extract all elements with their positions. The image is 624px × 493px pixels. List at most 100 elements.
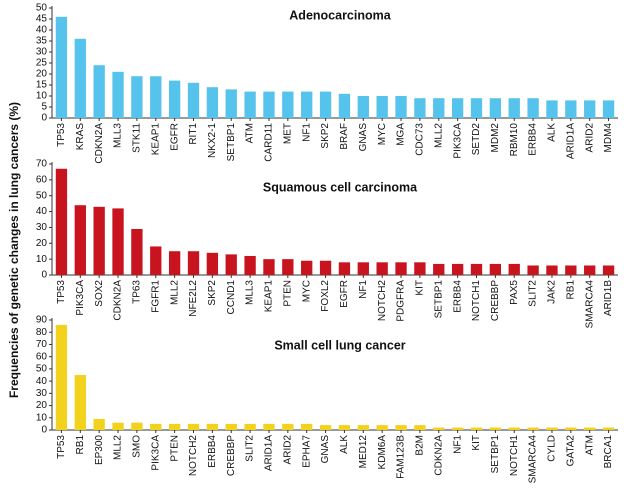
- bar: [282, 423, 294, 430]
- x-tick-label: FGFR1: [150, 280, 161, 313]
- bar: [55, 168, 68, 275]
- x-tick-label: MLL2: [169, 280, 180, 305]
- y-tick-label: 60: [36, 351, 48, 362]
- y-tick-label: 25: [36, 58, 48, 69]
- x-tick-label: BRAF: [339, 123, 350, 150]
- bar: [150, 76, 162, 118]
- bar: [263, 259, 275, 275]
- y-tick-label: 0: [41, 425, 47, 436]
- bar: [470, 427, 483, 430]
- x-tick-label: PIK3CA: [150, 435, 161, 471]
- bar: [357, 96, 369, 118]
- y-tick-label: 20: [36, 69, 48, 80]
- bar: [451, 263, 464, 275]
- y-tick-label: 70: [36, 159, 48, 170]
- x-tick-label: NOTCH1: [509, 435, 520, 477]
- bar: [74, 205, 86, 275]
- bar: [225, 89, 237, 118]
- x-tick-label: GNAS: [320, 435, 331, 464]
- bar: [131, 229, 143, 275]
- bar: [187, 82, 200, 118]
- bar: [93, 206, 105, 275]
- x-tick-label: TP53: [56, 280, 67, 304]
- bar: [206, 87, 219, 118]
- bar: [602, 100, 615, 118]
- x-tick-label: SLIT2: [245, 435, 256, 462]
- bar: [74, 375, 86, 430]
- x-tick-label: SETBP1: [226, 123, 237, 162]
- x-tick-label: STK11: [132, 123, 143, 153]
- x-tick-label: EP300: [94, 435, 105, 465]
- bar: [74, 38, 86, 118]
- bar: [527, 98, 539, 118]
- x-tick-label: SMO: [132, 435, 143, 458]
- bar: [187, 251, 200, 275]
- x-tick-label: CYLD: [547, 435, 558, 462]
- x-tick-label: GNAS: [358, 123, 369, 152]
- x-tick-label: SETBP1: [433, 280, 444, 319]
- bar: [565, 265, 577, 275]
- bar: [395, 262, 407, 275]
- y-tick-label: 60: [36, 174, 48, 185]
- bar: [282, 259, 294, 275]
- x-tick-label: MGA: [396, 123, 407, 146]
- y-tick-label: 15: [36, 80, 48, 91]
- x-tick-label: ARID2: [282, 435, 293, 465]
- bar: [301, 260, 313, 275]
- bar: [433, 98, 445, 118]
- bar: [225, 254, 237, 275]
- x-tick-label: SOX2: [94, 280, 105, 307]
- bar: [244, 255, 256, 275]
- x-tick-label: KEAP1: [264, 280, 275, 313]
- x-tick-label: MLL3: [113, 123, 124, 148]
- bar: [451, 427, 464, 430]
- x-tick-label: ERBB4: [528, 123, 539, 156]
- bar: [584, 100, 596, 118]
- y-tick-label: 50: [36, 364, 48, 375]
- x-tick-label: PAX5: [509, 280, 520, 305]
- bar: [584, 265, 596, 275]
- bar: [584, 427, 596, 430]
- bar: [112, 208, 124, 275]
- bar: [301, 423, 313, 430]
- y-tick-label: 70: [36, 339, 48, 350]
- x-tick-label: MDM2: [490, 123, 501, 153]
- x-tick-label: KRAS: [75, 123, 86, 151]
- x-tick-label: NKX2-1: [207, 123, 218, 158]
- x-tick-label: GATA2: [565, 435, 576, 467]
- x-tick-label: B2M: [415, 435, 426, 456]
- bar: [489, 98, 502, 118]
- bar: [206, 423, 219, 430]
- bar: [414, 425, 426, 430]
- x-tick-label: ARID2: [584, 123, 595, 153]
- x-tick-label: CDC73: [415, 123, 426, 156]
- y-tick-label: 40: [36, 206, 48, 217]
- x-tick-label: CDKN2A: [433, 435, 444, 476]
- x-tick-label: TP53: [56, 435, 67, 459]
- x-tick-label: CDKN2A: [94, 123, 105, 164]
- bar: [433, 427, 445, 430]
- x-tick-label: PDGFRA: [396, 280, 407, 322]
- bar: [508, 427, 520, 430]
- y-tick-label: 45: [36, 14, 48, 25]
- x-tick-label: RIT1: [188, 123, 199, 145]
- x-tick-label: EGFR: [169, 123, 180, 151]
- y-tick-label: 20: [36, 400, 48, 411]
- y-tick-label: 20: [36, 238, 48, 249]
- bar: [602, 427, 615, 430]
- bar: [489, 263, 502, 275]
- bar: [225, 423, 237, 430]
- x-tick-label: MYC: [377, 123, 388, 145]
- bar: [527, 427, 539, 430]
- bar: [244, 91, 256, 118]
- bar: [376, 262, 388, 275]
- panel-title: Squamous cell carcinoma: [263, 180, 418, 194]
- x-tick-label: NOTCH2: [188, 435, 199, 477]
- bar: [338, 425, 351, 430]
- x-tick-label: PIK3CA: [452, 123, 463, 159]
- y-tick-label: 0: [41, 113, 47, 124]
- x-tick-label: EPHA7: [301, 435, 312, 468]
- bar: [131, 422, 143, 430]
- x-tick-label: KIT: [415, 280, 426, 296]
